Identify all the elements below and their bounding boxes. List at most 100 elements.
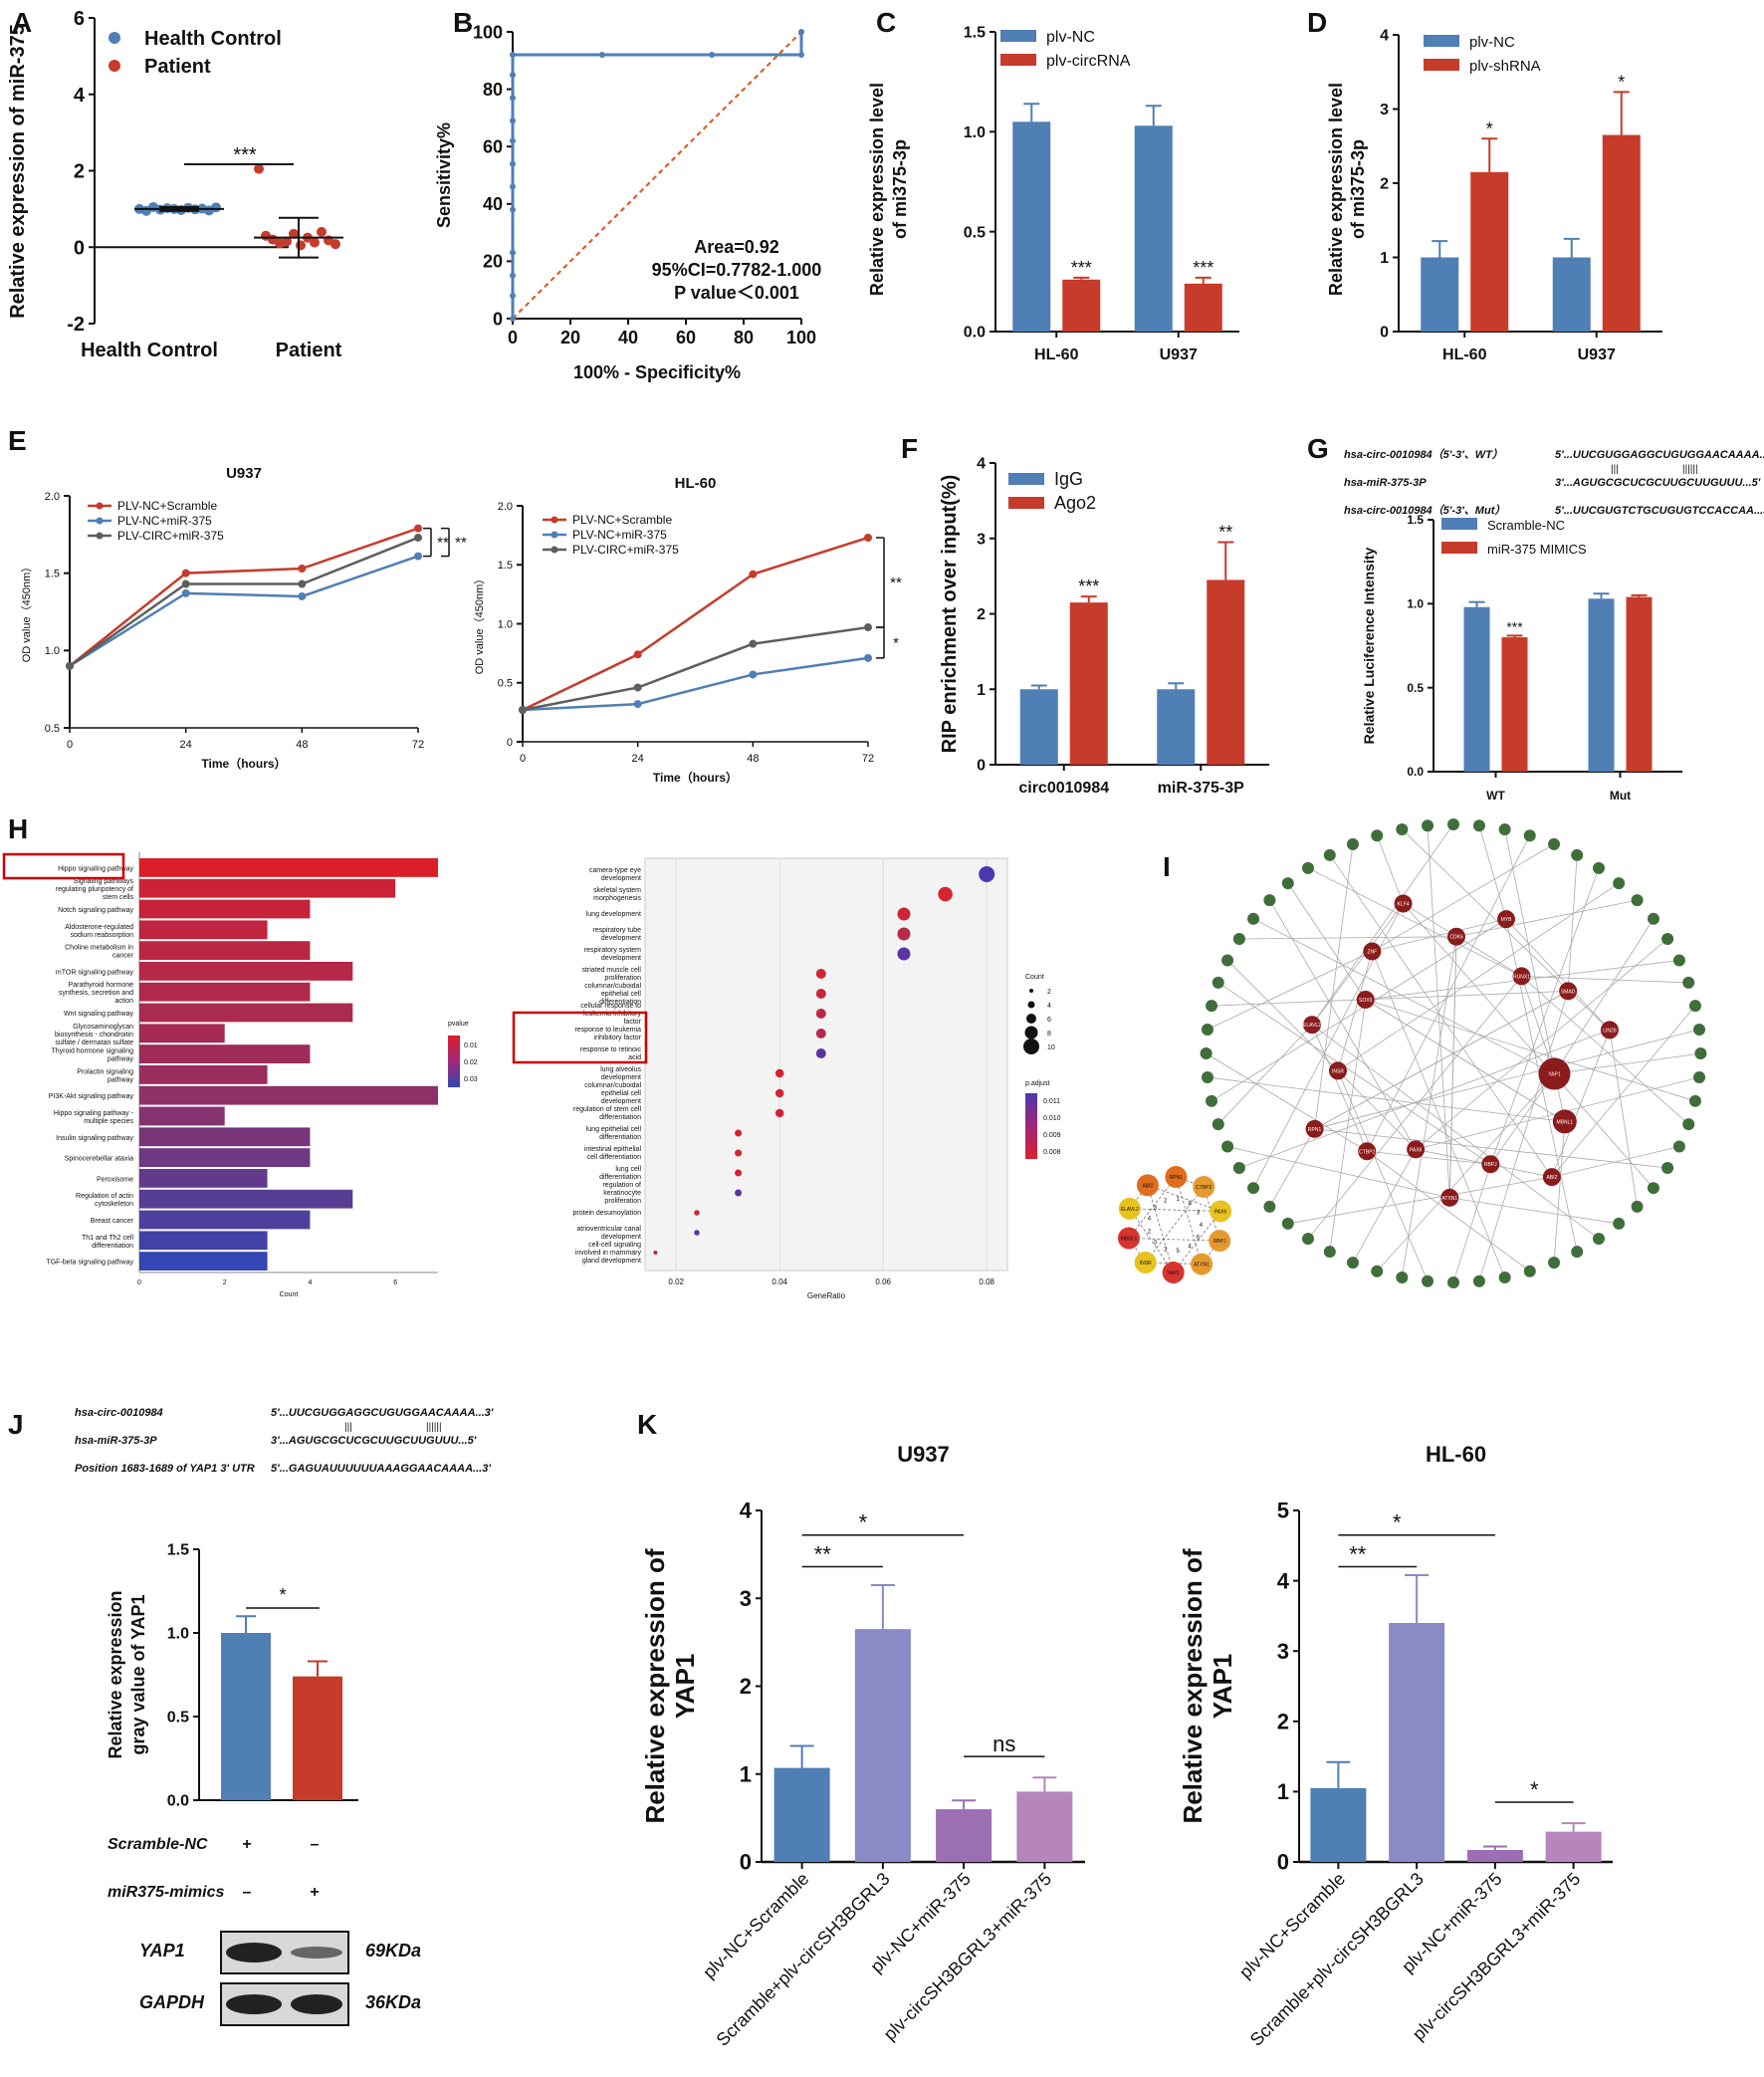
panel-label-E: E [8,425,27,456]
network-node [1661,1162,1674,1174]
roc-point [510,206,516,213]
significance-label: *** [1078,577,1099,596]
sequence-label: hsa-miR-375-3P [1344,477,1427,489]
network-node [1613,1217,1626,1230]
network-node [1346,837,1359,850]
y-axis-title: RIP enrichment over input(%) [939,475,961,754]
network-node [1548,837,1561,850]
y-tick-label: 2 [1380,176,1389,193]
x-tick-label: 80 [734,328,754,347]
roc-annotation: 95%CI=0.7782-1.000 [652,260,822,280]
bar [1545,1831,1602,1862]
y-tick-label: 40 [483,194,503,214]
legend-label: plv-NC [1469,34,1515,51]
sequence-label: hsa-circ-0010984（5'-3'、WT） [1344,448,1503,461]
inset-node-label: RBPJ [1213,1239,1226,1245]
network-node [1212,976,1224,989]
network-node [1472,819,1485,832]
panel-label-F: F [901,433,918,464]
network-node [1613,877,1626,890]
network-edge [1207,951,1373,1031]
legend-marker [551,531,558,539]
significance-label: * [1530,1777,1539,1802]
significance-label: * [1486,118,1493,138]
bar [1466,1849,1523,1862]
category-label: atrioventricular canal [576,1226,641,1233]
network-node [1688,1094,1701,1107]
network-node [1593,1233,1606,1246]
legend-label: Ago2 [1054,493,1096,513]
series-point [864,623,872,632]
y-axis-title: of mi375-3p [1348,139,1368,239]
series-point [749,570,758,578]
series-point [298,591,307,600]
significance-label: ** [437,535,449,552]
bar [139,1024,225,1043]
y-tick-label: 2 [977,606,986,623]
base-pairing: ||| [1611,464,1619,475]
x-tick-label: 0 [67,739,73,751]
category-label: cellular response to [580,1003,641,1010]
inset-node [1118,1197,1141,1220]
y-axis-title: OD value（450nm） [473,574,486,675]
category-label: development [601,1098,641,1105]
network-node [1422,1274,1434,1287]
legend-swatch [1000,30,1036,42]
network-edge [1314,843,1354,1129]
category-label: camera-type eye [589,867,641,874]
panel-label-J: J [8,1409,24,1440]
legend-label: 2 [1047,989,1051,996]
y-tick-label: 0.0 [167,1793,189,1810]
y-axis-title: gray value of YAP1 [128,1594,148,1754]
y-tick-label: 0 [493,309,503,329]
category-label: TGF-beta signaling pathway [46,1260,133,1267]
significance-label: ns [992,1731,1015,1756]
roc-annotation: P value＜0.001 [674,283,799,303]
category-label: Insulin signaling pathway [56,1135,133,1142]
data-point [296,240,306,251]
category-label: differentiation [599,1114,641,1121]
sequence-label: Position 1683-1689 of YAP1 3' UTR [75,1463,255,1475]
category-label: response to retinoic [580,1046,642,1053]
network-edge [1287,882,1367,1001]
network-node [1693,1023,1706,1036]
y-tick-label: 1.0 [167,1626,189,1643]
x-axis-title: Time（hours） [653,770,738,785]
network-edge [1521,976,1555,1074]
sequence-text: 5'...GAGUAUUUUUUAAAGGAACAAAA...3' [271,1463,491,1475]
data-point [254,163,264,174]
bar [854,1629,911,1862]
hub-node-label: CTBP2 [1359,1149,1375,1155]
data-point [331,239,340,250]
bar [139,878,396,898]
category-label: regulation of stem cell [573,1106,642,1113]
network-edge [1553,1121,1566,1264]
x-axis-title: GeneRatio [807,1291,846,1300]
network-edge [1337,1070,1429,1281]
network-edge [1129,1208,1174,1273]
inset-node-label: CTBP2 [1196,1185,1212,1191]
series-point [298,565,307,574]
y-tick-label: 0.0 [1407,765,1424,779]
roc-point [510,137,516,144]
network-edge [1337,882,1620,1071]
inset-node-label: MBNL1 [1121,1237,1138,1243]
network-node [1206,1094,1218,1107]
legend-swatch [1008,473,1044,485]
category-label: mTOR signaling pathway [56,969,134,976]
network-edge [1401,936,1457,1278]
network-edge [1311,1025,1368,1152]
x-tick-label: Health Control [81,340,218,361]
data-point [282,236,292,247]
hub-node [1394,894,1413,913]
sequence-label: hsa-circ-0010984 [75,1407,163,1419]
series-point [181,569,190,577]
inset-node [1191,1253,1213,1275]
network-node [1396,1270,1409,1283]
dot [774,1108,784,1118]
series-point [633,650,642,659]
category-label: Notch signaling pathway [58,907,133,914]
network-edge [1372,843,1555,952]
hub-node-label: ELAVL2 [1303,1023,1321,1029]
dot [815,1029,826,1038]
